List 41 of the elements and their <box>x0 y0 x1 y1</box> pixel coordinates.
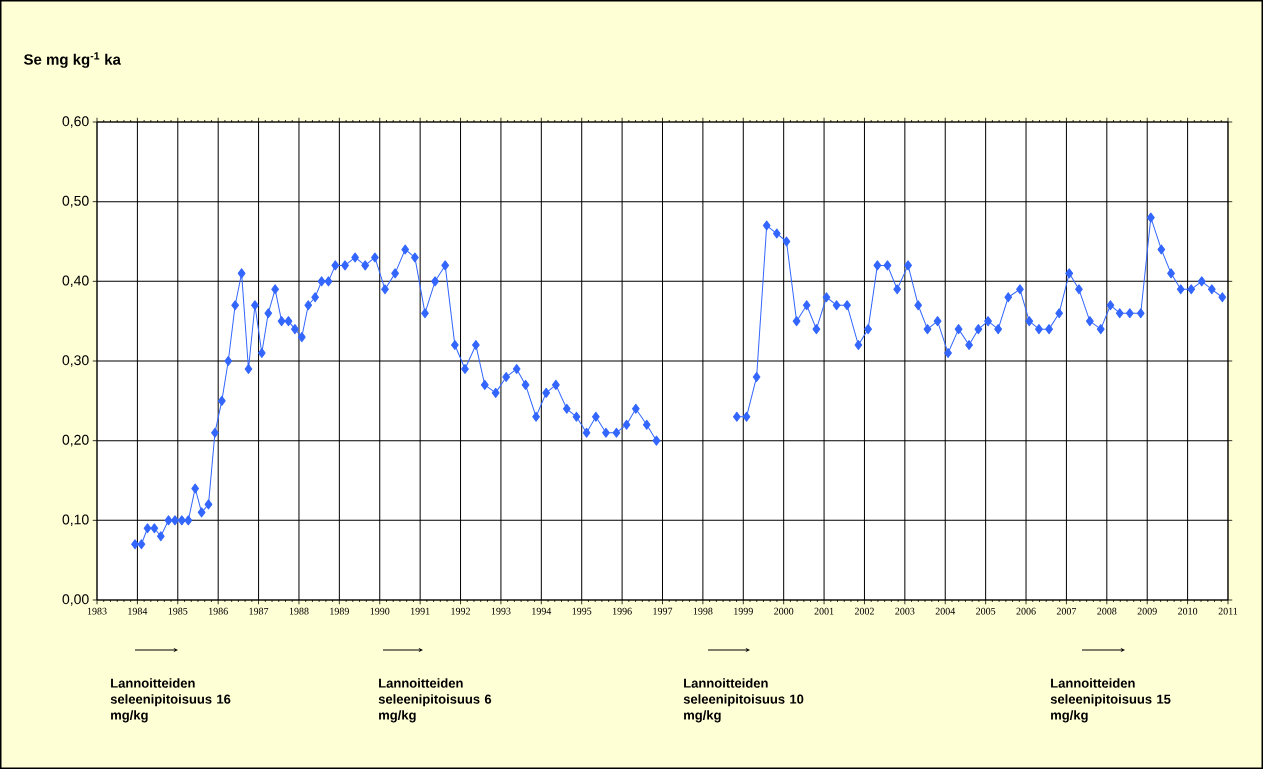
x-tick-label: 1998 <box>693 607 713 615</box>
x-tick-label: 2006 <box>1016 607 1036 615</box>
x-tick-label: 1999 <box>734 607 753 615</box>
text: Lannoitteiden seleenipitoisuus 15 mg/kg <box>1050 678 1171 723</box>
x-tick-label: 2003 <box>895 607 915 615</box>
text: Lannoitteiden seleenipitoisuus 6 mg/kg <box>378 678 492 723</box>
text: Lannoitteiden seleenipitoisuus 10 mg/kg <box>683 678 804 723</box>
y-tick-label: 0,50 <box>62 195 89 208</box>
x-tick-label: 2002 <box>854 607 874 615</box>
y-tick-label: 0,60 <box>62 116 89 128</box>
text: Lannoitteiden seleenipitoisuus 16 mg/kg <box>110 678 231 723</box>
y-tick-label: 0,10 <box>62 514 89 527</box>
x-tick-label: 2001 <box>814 607 834 615</box>
x-tick-label: 1985 <box>168 607 188 615</box>
x-tick-label: 1987 <box>249 607 269 615</box>
x-tick-label: 1988 <box>289 607 309 615</box>
x-tick-label: 2011 <box>1218 607 1238 615</box>
x-tick-label: 1997 <box>653 607 673 615</box>
y-tick-label: 0,20 <box>62 434 89 447</box>
y-tick-label: 0,30 <box>62 355 89 367</box>
chart-title: Se mg kg$^{-1}$ ka <box>23 52 121 68</box>
y-tick-label: 0,00 <box>62 594 89 606</box>
x-tick-label: 1995 <box>572 607 592 615</box>
x-tick-label: 1989 <box>330 607 349 615</box>
x-tick-label: 1996 <box>612 607 632 615</box>
x-tick-label: 2000 <box>774 607 794 615</box>
x-tick-label: 1983 <box>87 607 107 615</box>
x-tick-label: 2008 <box>1097 607 1117 615</box>
x-tick-label: 2007 <box>1056 607 1077 615</box>
x-tick-label: 1994 <box>532 607 552 615</box>
x-tick-label: 1986 <box>209 607 228 615</box>
x-tick-label: 2004 <box>935 607 956 615</box>
x-tick-label: 2009 <box>1137 607 1157 615</box>
y-tick-label: 0,40 <box>62 275 89 288</box>
x-tick-label: 1993 <box>491 607 511 615</box>
x-tick-label: 2005 <box>976 607 996 615</box>
x-tick-label: 1991 <box>411 607 430 615</box>
x-tick-label: 1990 <box>370 607 390 615</box>
x-tick-label: 2010 <box>1178 607 1198 615</box>
x-tick-label: 1992 <box>451 607 470 615</box>
x-tick-label: 1984 <box>128 607 148 615</box>
